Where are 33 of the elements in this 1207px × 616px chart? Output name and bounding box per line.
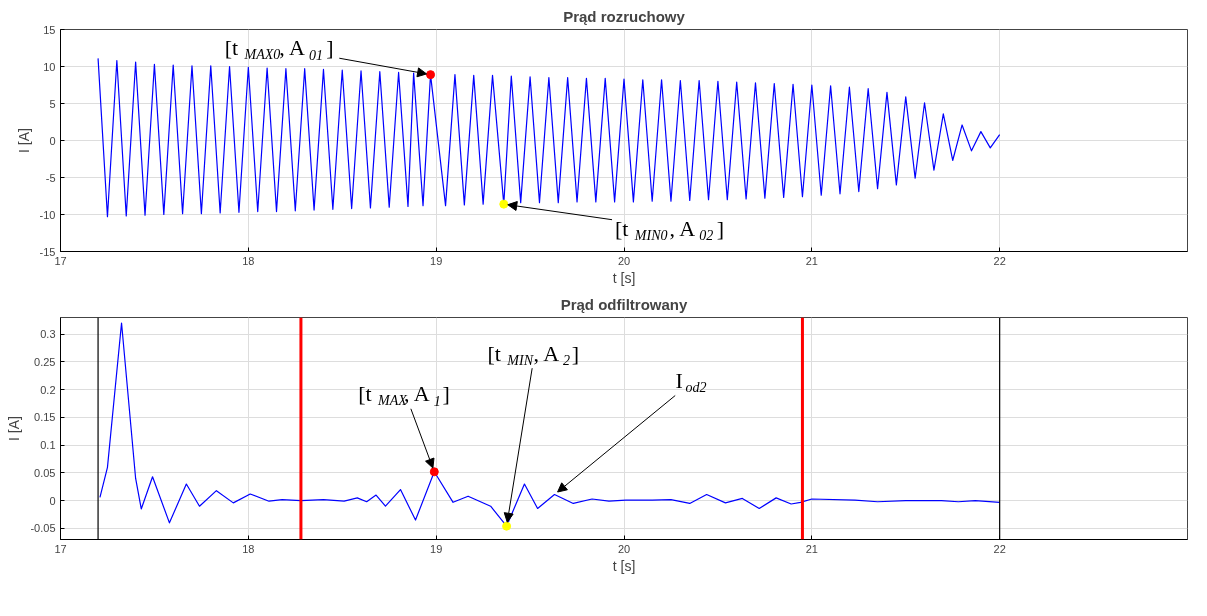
y-tick-label: 0.25 <box>34 355 56 368</box>
x-tick-label: 20 <box>617 542 631 555</box>
y-tick-label: 0.1 <box>40 439 56 452</box>
y-tick-label: -0.05 <box>30 522 56 535</box>
y-axis-title: I [A] <box>15 128 32 153</box>
x-tick-label: 18 <box>242 254 255 267</box>
x-tick-label: 17 <box>54 254 67 267</box>
y-tick-label: 0.15 <box>34 411 56 424</box>
y-tick-label: -5 <box>45 171 56 184</box>
chart-title: Prąd rozruchowy <box>563 7 686 25</box>
y-axis-title: I [A] <box>6 416 23 441</box>
y-tick-label: 0 <box>49 494 56 507</box>
x-tick-label: 17 <box>54 542 67 555</box>
chart-title: Prąd odfiltrowany <box>560 295 688 313</box>
y-tick-label: 5 <box>49 97 56 110</box>
x-tick-label: 20 <box>617 254 631 267</box>
y-tick-label: -15 <box>39 245 56 258</box>
x-axis-title: t [s] <box>612 269 636 286</box>
x-tick-label: 21 <box>805 542 818 555</box>
x-tick-label: 21 <box>805 254 818 267</box>
y-tick-label: 0.3 <box>40 328 56 341</box>
x-tick-label: 19 <box>430 254 443 267</box>
y-tick-label: 0.05 <box>34 466 56 479</box>
x-axis-title: t [s] <box>612 557 636 574</box>
x-tick-label: 22 <box>993 542 1006 555</box>
y-tick-label: -10 <box>39 208 56 221</box>
x-tick-label: 18 <box>242 542 255 555</box>
y-tick-label: 10 <box>43 60 56 73</box>
y-tick-label: 0.2 <box>40 383 56 396</box>
y-tick-label: 0 <box>49 134 56 147</box>
x-tick-label: 19 <box>430 542 443 555</box>
y-tick-label: 15 <box>43 23 56 36</box>
x-tick-label: 22 <box>993 254 1006 267</box>
